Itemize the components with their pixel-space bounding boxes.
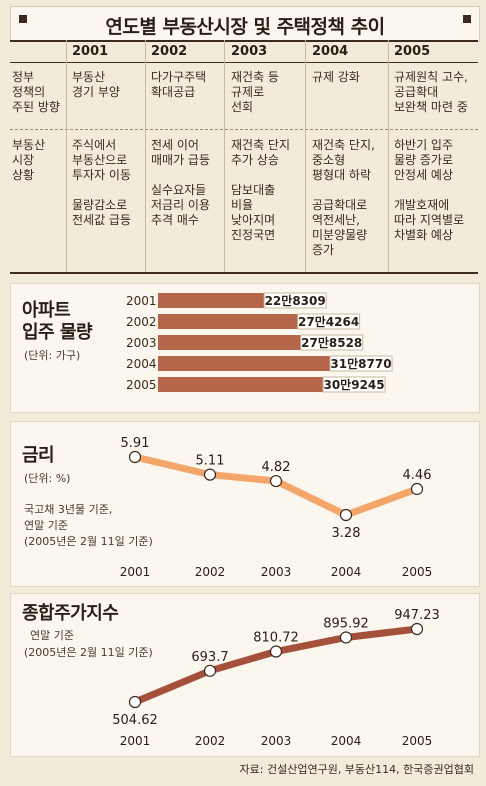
rate-year-label: 2004	[331, 565, 362, 579]
market-cell-2003: 재건축 단지 추가 상승 담보대출 비율 낮아지며 진정국면	[231, 138, 291, 242]
table-top-rule	[10, 40, 478, 42]
market-cell-2004: 재건축 단지, 중소형 평형대 하락 공급확대로 역전세난, 미분양물량 증가	[312, 138, 375, 257]
policy-cell-2004: 규제 강화	[312, 70, 360, 84]
kospi-point	[339, 631, 353, 644]
rate-year-label: 2002	[195, 565, 226, 579]
policy-cell-2003: 재건축 등 규제로 선회	[231, 70, 279, 114]
supply-unit: (단위: 가구)	[24, 349, 81, 362]
kospi-point	[410, 622, 424, 636]
rate-value-label: 4.82	[262, 460, 291, 475]
table-row-divider	[10, 129, 478, 130]
supply-year-label: 2002	[126, 315, 157, 329]
col-divider	[388, 40, 389, 272]
kospi-note-1: 연말 기준	[30, 629, 74, 642]
policy-cell-2005: 규제원칙 고수, 공급확대 보완책 마련 중	[394, 70, 468, 114]
supply-value-box	[329, 355, 393, 372]
supply-year-label: 2003	[126, 336, 157, 350]
kospi-year-label: 2005	[402, 734, 433, 748]
supply-year-label: 2005	[126, 378, 157, 392]
policy-cell-2002: 다가구주택 확대공급	[151, 70, 207, 99]
supply-value-label: 30만9245	[323, 377, 384, 392]
table-bottom-rule	[10, 272, 478, 274]
rate-panel	[10, 421, 480, 587]
col-divider	[145, 40, 146, 272]
rate-point	[128, 450, 142, 464]
kospi-year-label: 2002	[195, 734, 226, 748]
supply-value-label: 27만8528	[301, 335, 362, 350]
year-header-2003: 2003	[231, 44, 268, 59]
kospi-value-label: 947.23	[394, 608, 440, 623]
market-cell-2001: 주식에서 부동산으로 투자자 이동 물량감소로 전세값 급등	[72, 138, 132, 227]
supply-value-box	[263, 292, 327, 309]
rate-value-label: 4.46	[403, 468, 432, 483]
supply-value-label: 31만8770	[330, 356, 391, 371]
supply-title-line2: 입주 물량	[22, 322, 93, 343]
market-cell-2005: 하반기 입주 물량 증가로 안정세 예상 개발호재에 따라 지역별로 차별화 예…	[394, 138, 465, 242]
rate-year-label: 2005	[402, 565, 433, 579]
kospi-point	[203, 664, 217, 677]
rate-point	[339, 508, 353, 522]
year-header-2004: 2004	[312, 44, 349, 59]
kospi-point	[269, 645, 283, 658]
rate-year-label: 2001	[120, 565, 151, 579]
kospi-year-label: 2004	[331, 734, 362, 748]
supply-title-line1: 아파트	[22, 300, 71, 321]
kospi-year-label: 2003	[261, 734, 292, 748]
year-header-2001: 2001	[72, 44, 109, 59]
rate-point	[410, 482, 424, 496]
rate-year-label: 2003	[261, 565, 292, 579]
kospi-note-2: (2005년은 2월 11일 기준)	[24, 646, 153, 659]
rate-note-2: 연말 기준	[24, 519, 68, 532]
rate-value-label: 3.28	[332, 526, 361, 541]
year-header-2002: 2002	[151, 44, 188, 59]
rate-value-label: 5.11	[196, 454, 225, 469]
supply-year-label: 2004	[126, 357, 157, 371]
kospi-value-label: 693.7	[191, 650, 228, 665]
kospi-value-label: 504.62	[112, 713, 158, 728]
supply-year-label: 2001	[126, 294, 157, 308]
policy-cell-2001: 부동산 경기 부양	[72, 70, 120, 99]
kospi-point	[128, 695, 142, 709]
col-divider	[224, 40, 225, 272]
kospi-title: 종합주가지수	[22, 603, 119, 624]
title-square-right-icon	[463, 15, 471, 23]
supply-value-box	[300, 334, 364, 351]
kospi-value-label: 895.92	[323, 616, 369, 631]
kospi-value-label: 810.72	[253, 631, 299, 646]
title-bar: 연도별 부동산시장 및 주택정책 추이	[10, 6, 480, 42]
rate-point	[203, 468, 217, 481]
kospi-year-label: 2001	[120, 734, 151, 748]
page-title: 연도별 부동산시장 및 주택정책 추이	[105, 16, 385, 38]
kospi-panel	[10, 593, 480, 757]
source-note: 자료: 건설산업연구원, 부동산114, 한국증권업협회	[239, 763, 474, 776]
col-divider	[305, 40, 306, 272]
rate-note-1: 국고채 3년물 기준,	[24, 503, 113, 516]
rate-point	[269, 474, 283, 488]
rate-note-3: (2005년은 2월 11일 기준)	[24, 535, 153, 548]
supply-value-box	[297, 313, 361, 330]
row-label-market: 부동산 시장 상황	[12, 138, 46, 182]
supply-value-label: 22만8309	[265, 293, 326, 308]
market-cell-2002: 전세 이어 매매가 급등 실수요자들 저금리 이용 추격 매수	[151, 138, 211, 227]
rate-title: 금리	[22, 445, 55, 466]
supply-value-label: 27만4264	[298, 314, 359, 329]
row-label-policy: 정부 정책의 주된 방향	[12, 70, 60, 114]
title-square-left-icon	[19, 15, 27, 23]
supply-value-box	[322, 376, 386, 393]
table-header-rule	[10, 62, 478, 63]
year-header-2005: 2005	[394, 44, 431, 59]
rate-unit: (단위: %)	[24, 472, 71, 485]
rate-value-label: 5.91	[121, 436, 150, 451]
col-divider	[66, 40, 67, 272]
